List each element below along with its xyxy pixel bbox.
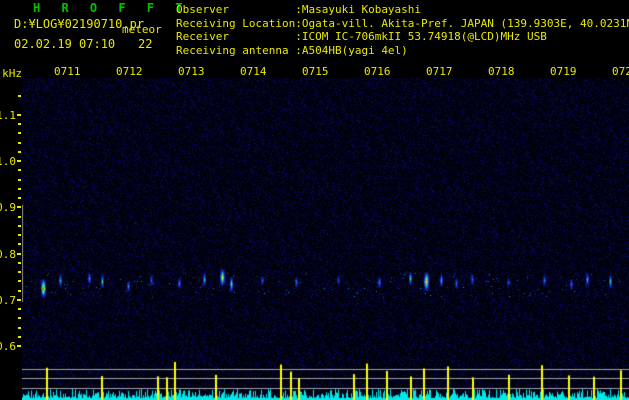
info-row-observer: Observer : Masayuki Kobayashi [176, 3, 629, 17]
frequency-minor-tick [18, 261, 21, 264]
time-tick-label: 0715 [302, 65, 329, 78]
observation-info-table: Observer : Masayuki Kobayashi Receiving … [176, 3, 629, 57]
app-title: H R O F F T [33, 1, 190, 15]
frequency-minor-tick [18, 95, 21, 98]
frequency-minor-tick [18, 308, 21, 311]
frequency-minor-tick [18, 141, 21, 144]
frequency-minor-tick [18, 215, 21, 218]
info-value-location: Ogata-vill. Akita-Pref. JAPAN (139.9303E… [301, 16, 629, 30]
frequency-tick-mark [17, 298, 21, 301]
frequency-minor-tick [18, 289, 21, 292]
info-value-antenna: A504HB(yagi 4el) [301, 43, 408, 57]
frequency-tick-label: 0.7 [0, 293, 16, 307]
time-axis: 0711 0712 0713 0714 0715 0716 0717 0718 0719 0720 [22, 66, 629, 90]
time-tick-label: 0711 [54, 65, 81, 78]
info-row-antenna: Receiving antenna : A504HB(yagi 4el) [176, 44, 629, 58]
frequency-tick-mark [17, 206, 21, 209]
time-tick-label: 0716 [364, 65, 391, 78]
time-tick-label: 0718 [488, 65, 515, 78]
frequency-tick-mark [17, 345, 21, 348]
info-key-observer: Observer [176, 3, 229, 16]
header-panel: H R O F F T D:¥LOG¥02190710.pr meteor 02… [0, 0, 629, 66]
frequency-tick-label: 0.6 [0, 340, 16, 354]
frequency-minor-tick [18, 197, 21, 200]
frequency-tick-label: 1.0 [0, 155, 16, 169]
info-colon-observer: : [295, 3, 302, 16]
info-key-antenna: Receiving antenna [176, 43, 289, 57]
spectrogram-plot-area: 0711 0712 0713 0714 0715 0716 0717 0718 0719 0720… [0, 66, 629, 400]
spectrogram-canvas [22, 78, 629, 360]
frequency-tick-mark [17, 113, 21, 116]
event-count: 22 [138, 37, 153, 51]
info-colon-antenna: : [295, 43, 302, 57]
info-value-observer: Masayuki Kobayashi [301, 3, 422, 16]
info-row-location: Receiving Location : Ogata-vill. Akita-P… [176, 17, 629, 31]
time-tick-label: 0714 [240, 65, 267, 78]
frequency-minor-tick [18, 271, 21, 274]
info-row-receiver: Receiver : ICOM IC-706mkII 53.74918(@LCD… [176, 30, 629, 44]
frequency-tick-label: 0.9 [0, 201, 16, 215]
signal-level-panel [22, 360, 629, 400]
time-tick-label: 0712 [116, 65, 143, 78]
frequency-tick-label: 1.1 [0, 108, 16, 122]
spectrogram-image [22, 78, 629, 360]
frequency-minor-tick [18, 243, 21, 246]
info-colon-receiver: : [295, 30, 302, 44]
time-tick-label: 0720 [612, 65, 629, 78]
frequency-minor-tick [18, 224, 21, 227]
event-type-label: meteor [122, 23, 162, 36]
logfile-path: D:¥LOG¥02190710.pr [14, 17, 145, 31]
frequency-minor-tick [18, 132, 21, 135]
info-key-receiver: Receiver [176, 30, 229, 44]
frequency-minor-tick [18, 335, 21, 338]
frequency-tick-mark [17, 160, 21, 163]
frequency-minor-tick [18, 169, 21, 172]
frequency-minor-tick [18, 280, 21, 283]
frequency-minor-tick [18, 123, 21, 126]
frequency-minor-tick [18, 150, 21, 153]
frequency-minor-tick [18, 317, 21, 320]
observation-datetime: 02.02.19 07:10 [14, 37, 116, 51]
frequency-tick-mark [17, 252, 21, 255]
signal-level-canvas [22, 360, 629, 400]
info-value-receiver: ICOM IC-706mkII 53.74918(@LCD)MHz USB [301, 30, 547, 44]
frequency-axis: kHz 1.1 1.0 0.9 0.8 0.7 0.6 [0, 66, 22, 400]
frequency-axis-unit-label: kHz [2, 67, 22, 80]
frequency-tick-label: 0.8 [0, 247, 16, 261]
frequency-minor-tick [18, 187, 21, 190]
time-tick-label: 0719 [550, 65, 577, 78]
frequency-minor-tick [18, 178, 21, 181]
info-colon-location: : [295, 16, 302, 30]
time-tick-label: 0713 [178, 65, 205, 78]
frequency-minor-tick [18, 326, 21, 329]
info-key-location: Receiving Location [176, 16, 296, 30]
frequency-minor-tick [18, 234, 21, 237]
time-tick-label: 0717 [426, 65, 453, 78]
